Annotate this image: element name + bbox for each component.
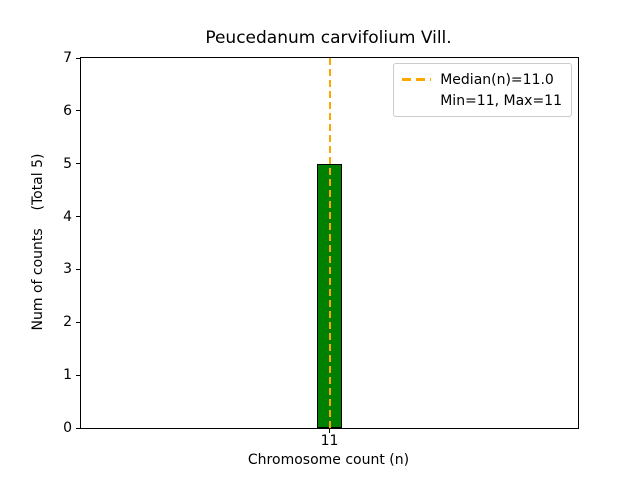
x-tick-mark <box>329 429 330 433</box>
legend-label-minmax: Min=11, Max=11 <box>440 92 562 109</box>
y-tick-label: 5 <box>63 155 72 172</box>
y-tick-label: 0 <box>63 420 72 436</box>
y-tick-label: 6 <box>63 102 72 119</box>
legend: Median(n)=11.0 Min=11, Max=11 <box>393 63 572 117</box>
median-line <box>328 58 331 428</box>
y-tick-mark <box>76 163 80 165</box>
y-tick-label: 1 <box>63 367 72 384</box>
y-tick-mark <box>76 216 80 218</box>
y-axis-label: Num of counts (Total 5) <box>30 153 46 331</box>
x-tick-label: 11 <box>320 433 339 449</box>
y-tick-label: 7 <box>63 50 72 66</box>
y-tick-mark <box>76 268 80 270</box>
y-tick-mark <box>76 321 80 323</box>
y-tick-mark <box>76 427 80 429</box>
legend-marker-spacer <box>402 99 431 102</box>
x-axis-label: Chromosome count (n) <box>247 452 410 468</box>
y-tick-label: 3 <box>63 261 72 278</box>
chart-title: Peucedanum carvifolium Vill. <box>205 28 452 48</box>
legend-entry-minmax: Min=11, Max=11 <box>402 90 562 111</box>
y-tick-mark <box>76 374 80 376</box>
y-tick-mark <box>76 110 80 112</box>
plot-area: 0 1 2 3 4 5 6 7 11 Median(n)=11.0 Min=11, Max=11 <box>63 51 579 448</box>
y-tick-label: 2 <box>63 314 72 331</box>
median-dashed-line-icon <box>402 78 432 81</box>
y-tick-mark <box>76 57 80 59</box>
legend-entry-median: Median(n)=11.0 <box>402 69 562 90</box>
legend-label-median: Median(n)=11.0 <box>440 71 554 88</box>
y-tick-label: 4 <box>63 208 72 225</box>
